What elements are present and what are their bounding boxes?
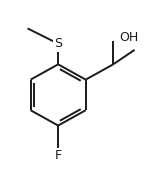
Text: OH: OH <box>119 31 139 44</box>
Text: S: S <box>54 37 62 50</box>
Text: F: F <box>55 149 62 162</box>
